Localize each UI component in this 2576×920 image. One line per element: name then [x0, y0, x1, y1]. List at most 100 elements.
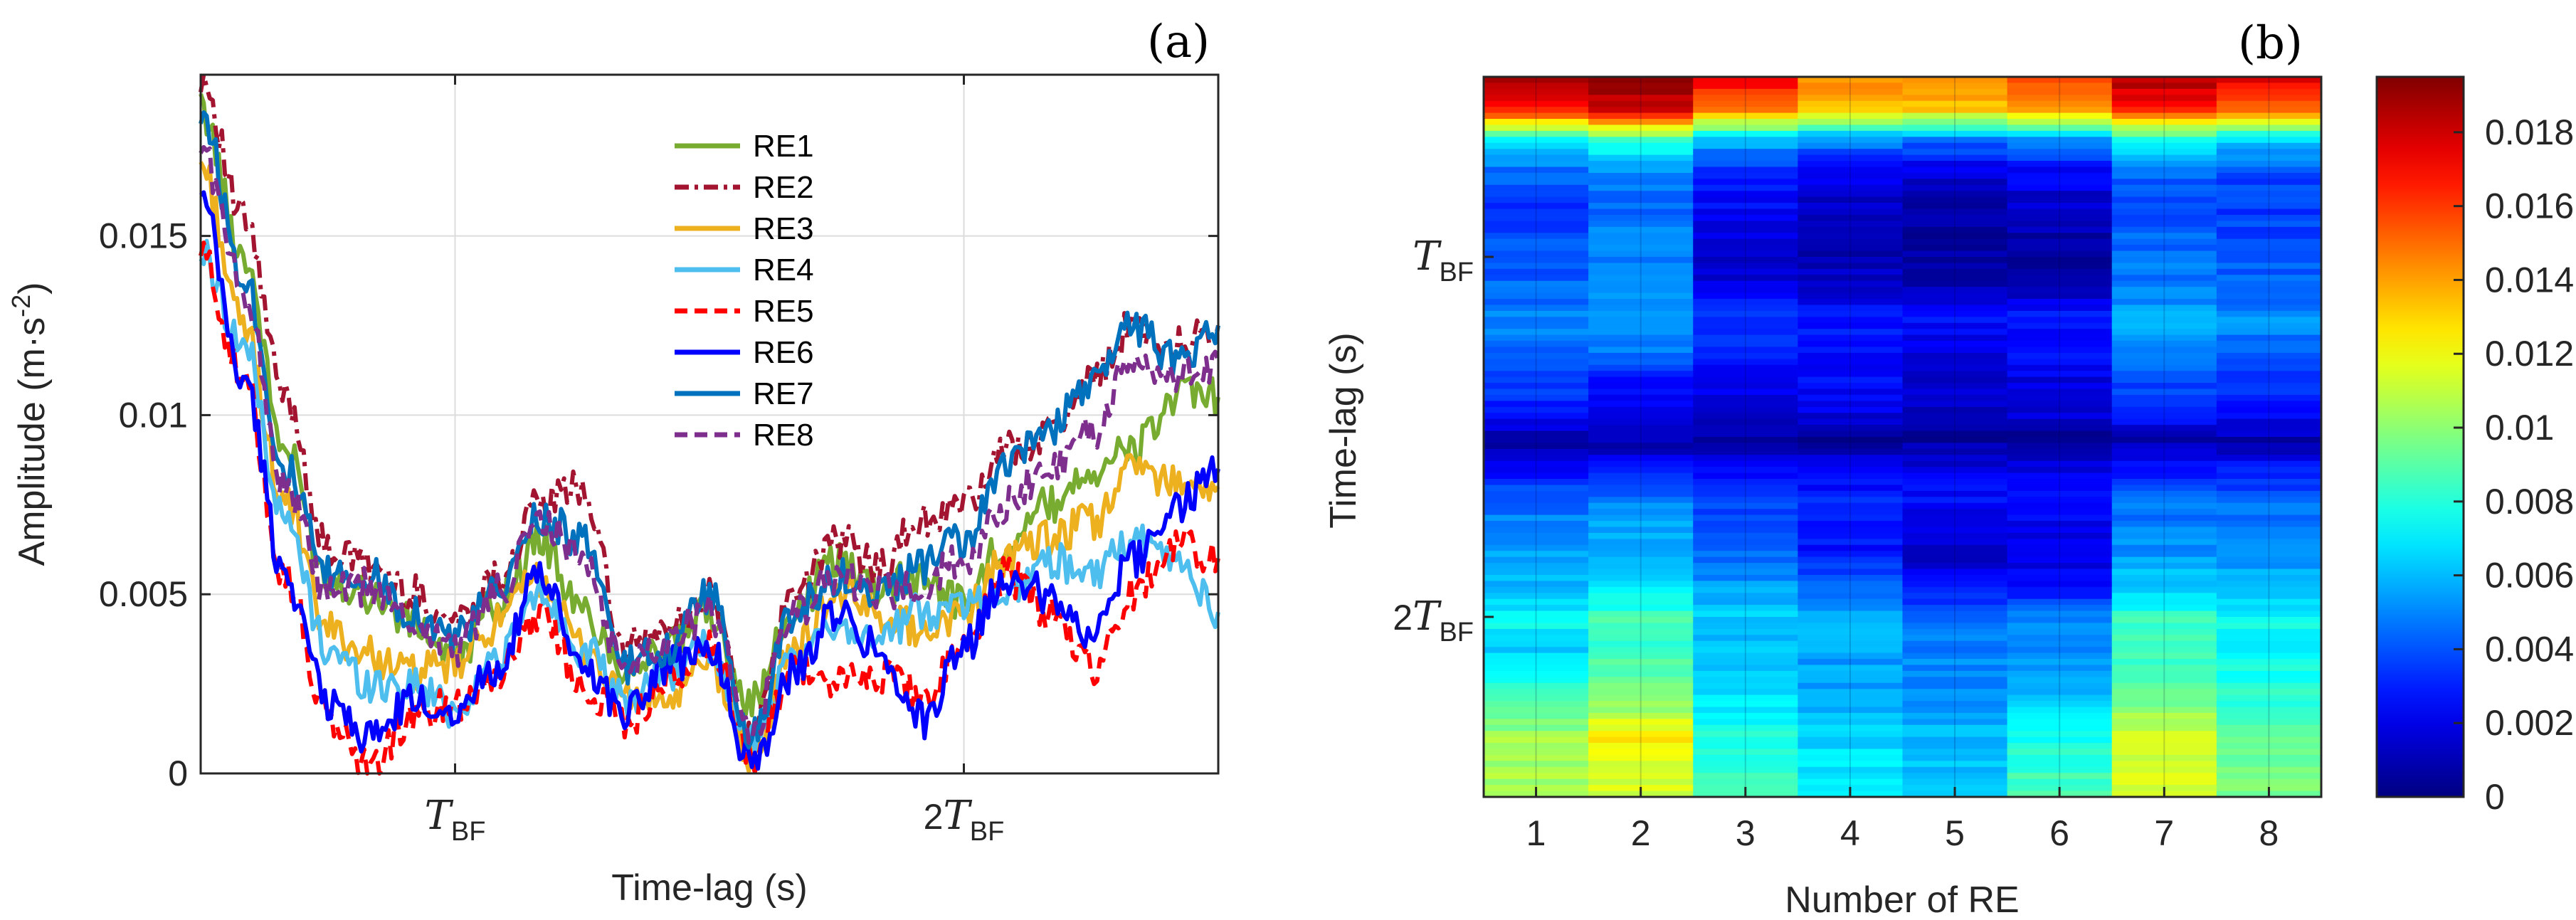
heatmap-cell	[1484, 208, 1589, 216]
heatmap-cell	[2216, 233, 2322, 240]
heatmap-cell	[1484, 605, 1589, 612]
heatmap-cell	[1588, 137, 1694, 144]
heatmap-cell	[1902, 539, 2008, 546]
heatmap-cell	[1693, 394, 1798, 401]
heatmap-cell	[1484, 341, 1589, 348]
heatmap-cell	[2111, 119, 2217, 126]
heatmap-cell	[1484, 778, 1589, 786]
heatmap-cell	[1693, 527, 1798, 534]
heatmap-cell	[1798, 761, 1904, 768]
heatmap-cell	[1693, 485, 1798, 492]
heatmap-cell	[1588, 376, 1694, 384]
heatmap-cell	[1588, 623, 1694, 630]
heatmap-cell	[1902, 154, 2008, 162]
heatmap-cell	[2007, 544, 2113, 551]
heatmap-cell	[1588, 778, 1694, 786]
heatmap-cell	[1693, 112, 1798, 120]
heatmap-cell	[2216, 299, 2322, 306]
heatmap-cell	[1588, 263, 1694, 270]
heatmap-cell	[1693, 544, 1798, 551]
heatmap-cell	[2216, 586, 2322, 593]
heatmap-cell	[1588, 437, 1694, 444]
heatmap-cell	[1902, 665, 2008, 672]
heatmap-cell	[1588, 299, 1694, 306]
heatmap-cell	[2216, 514, 2322, 522]
heatmap-cell	[2007, 214, 2113, 221]
heatmap-cell	[1484, 352, 1589, 359]
heatmap-cell	[1484, 299, 1589, 306]
heatmap-cell	[1902, 773, 2008, 780]
heatmap-cell	[1902, 238, 2008, 245]
heatmap-cell	[1588, 556, 1694, 564]
heatmap-cell	[1798, 88, 1904, 95]
heatmap-cell	[2111, 551, 2217, 558]
heatmap-cell	[1588, 527, 1694, 534]
heatmap-cell	[1798, 161, 1904, 168]
heatmap-cell	[2111, 544, 2217, 551]
heatmap-cell	[2216, 214, 2322, 221]
heatmap-cell	[2216, 677, 2322, 684]
heatmap-cell	[1693, 736, 1798, 744]
heatmap-cell	[1902, 292, 2008, 300]
heatmap-cell	[1693, 334, 1798, 342]
heatmap-cell	[2007, 701, 2113, 708]
heatmap-cell	[1588, 761, 1694, 768]
heatmap-cell	[1484, 443, 1589, 450]
heatmap-cell	[2007, 364, 2113, 371]
heatmap-cell	[1484, 670, 1589, 677]
heatmap-cell	[2216, 556, 2322, 564]
heatmap-cell	[1484, 364, 1589, 371]
heatmap-cell	[1588, 149, 1694, 156]
x-tick-label: 2	[1631, 813, 1651, 853]
heatmap-cell	[1484, 166, 1589, 174]
heatmap-cell	[1902, 359, 2008, 366]
heatmap-cell	[2111, 610, 2217, 618]
heatmap-cell	[2216, 275, 2322, 282]
heatmap-cell	[2111, 196, 2217, 203]
heatmap-cell	[2111, 623, 2217, 630]
heatmap-cell	[2216, 413, 2322, 420]
heatmap-cell	[2216, 371, 2322, 378]
heatmap-cell	[2007, 418, 2113, 425]
heatmap-cell	[2007, 322, 2113, 329]
heatmap-cell	[1588, 539, 1694, 546]
heatmap-cell	[1588, 479, 1694, 486]
heatmap-cell	[2111, 605, 2217, 612]
heatmap-cell	[2216, 778, 2322, 786]
heatmap-cell	[2216, 581, 2322, 588]
heatmap-cell	[1798, 659, 1904, 666]
heatmap-cell	[1693, 299, 1798, 306]
heatmap-cell	[1798, 532, 1904, 539]
heatmap-cell	[2007, 376, 2113, 384]
heatmap-cell	[1588, 119, 1694, 126]
x-tick-label: TBF	[425, 793, 486, 847]
heatmap-cell	[1693, 406, 1798, 413]
heatmap-cell	[2216, 119, 2322, 126]
heatmap-cell	[2216, 310, 2322, 317]
heatmap-cell	[1588, 268, 1694, 275]
heatmap-cell	[1693, 214, 1798, 221]
heatmap-cell	[1484, 83, 1589, 90]
heatmap-cell	[1902, 527, 2008, 534]
heatmap-cell	[1588, 203, 1694, 210]
heatmap-cell	[2007, 341, 2113, 348]
heatmap-cell	[2111, 233, 2217, 240]
heatmap-cell	[1798, 233, 1904, 240]
heatmap-cell	[1484, 226, 1589, 233]
heatmap-cell	[2111, 665, 2217, 672]
heatmap-cell	[1902, 556, 2008, 564]
heatmap-cell	[1902, 280, 2008, 287]
heatmap-cell	[1484, 161, 1589, 168]
heatmap-cell	[1902, 214, 2008, 221]
heatmap-cell	[1798, 437, 1904, 444]
heatmap-cell	[2007, 371, 2113, 378]
heatmap-cell	[1693, 107, 1798, 114]
heatmap-cell	[1798, 701, 1904, 708]
heatmap-cell	[2007, 719, 2113, 726]
heatmap-cell	[1693, 130, 1798, 137]
heatmap-cell	[1693, 749, 1798, 756]
heatmap-cell	[1588, 406, 1694, 413]
heatmap-cell	[1798, 221, 1904, 228]
heatmap-cell	[1484, 689, 1589, 696]
heatmap-cell	[1484, 418, 1589, 425]
